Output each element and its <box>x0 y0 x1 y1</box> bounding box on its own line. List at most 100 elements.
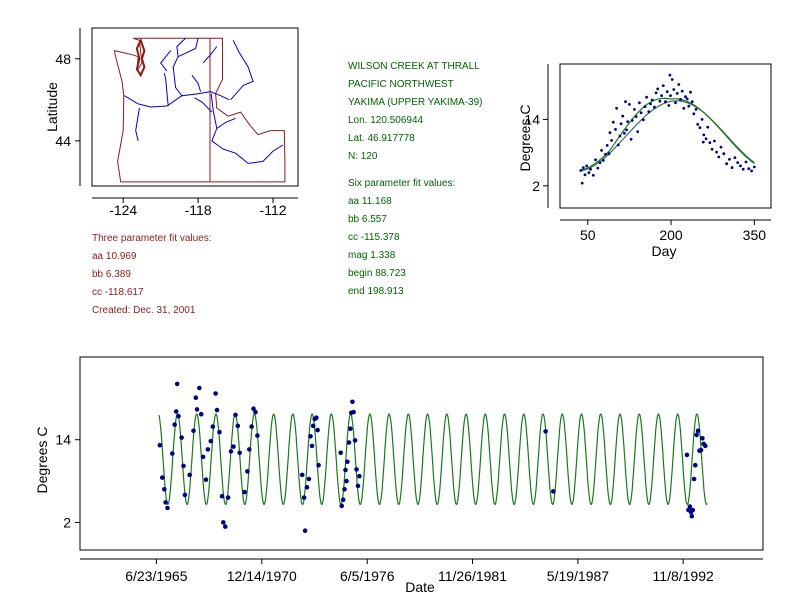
six-param-cc: cc -115.378 <box>348 232 400 243</box>
location-map: -124 -118 -112 48 44 Latitude <box>44 27 299 218</box>
ts-point <box>237 450 242 456</box>
doy-point <box>641 118 645 122</box>
ts-point <box>344 478 349 484</box>
ts-point <box>213 391 218 396</box>
doy-point <box>750 169 753 173</box>
ts-axes: 6/23/1965 12/14/1970 6/5/1976 11/26/1981 5/1… <box>55 357 763 584</box>
doy-point <box>654 91 658 95</box>
ts-point <box>304 485 310 490</box>
ts-point <box>346 440 352 445</box>
doy-point <box>672 88 676 91</box>
doy-point <box>747 167 751 171</box>
doy-point <box>733 156 737 160</box>
doy-point <box>626 120 630 123</box>
ts-point <box>170 451 175 456</box>
doy-point <box>679 98 682 101</box>
map-x-tick-label: -112 <box>260 202 287 218</box>
ts-x-tick-label: 6/5/1976 <box>340 568 395 584</box>
doy-point <box>585 164 589 168</box>
doy-point <box>611 120 615 124</box>
ts-point <box>694 432 699 438</box>
doy-point <box>692 112 696 116</box>
doy-point <box>684 95 687 99</box>
doy-point <box>656 87 660 91</box>
ts-point <box>693 462 698 468</box>
ts-y-tick-label: 2 <box>63 514 71 530</box>
ts-point <box>308 434 313 439</box>
pacific-northwest-map <box>113 37 286 183</box>
ts-point <box>698 447 704 453</box>
ts-point <box>174 381 180 387</box>
ts-point <box>316 462 321 468</box>
doy-point <box>741 167 745 171</box>
ts-point <box>235 423 241 429</box>
river-9 <box>230 40 254 101</box>
doy-point <box>591 173 595 177</box>
ts-y-tick-label: 14 <box>55 432 71 448</box>
river-8 <box>160 50 172 72</box>
doy-point <box>598 161 602 165</box>
ts-point <box>315 427 320 433</box>
ts-point <box>343 467 348 473</box>
ts-point <box>176 414 181 419</box>
ts-point <box>338 450 344 456</box>
ts-point <box>301 495 307 500</box>
doy-point <box>739 164 742 168</box>
ts-point <box>253 409 258 415</box>
doy-point <box>647 110 651 113</box>
doy-y-tick-label: 14 <box>524 111 540 127</box>
doy-point <box>580 181 584 185</box>
doy-point <box>661 84 665 87</box>
river-2 <box>210 93 284 164</box>
doy-point <box>689 90 692 94</box>
ts-point <box>181 463 186 469</box>
station-lon: Lon. 120.506944 <box>348 115 424 126</box>
ts-point <box>351 409 356 415</box>
river-network <box>124 37 284 164</box>
ts-point <box>687 504 693 509</box>
doy-point <box>658 99 662 103</box>
doy-point <box>601 159 605 162</box>
doy-axes: 50 200 350 2 14 <box>524 64 771 243</box>
ts-point <box>309 443 315 449</box>
doy-point <box>628 103 631 106</box>
ts-marks <box>157 381 708 533</box>
ts-point <box>350 399 355 405</box>
doy-x-tick-label: 50 <box>580 227 596 243</box>
doy-point <box>618 134 622 138</box>
ts-point <box>245 469 250 474</box>
map-x-tick-label: -118 <box>185 202 212 218</box>
ts-point <box>306 476 312 482</box>
doy-marks <box>579 73 756 185</box>
doy-point <box>736 161 740 165</box>
doy-point <box>674 101 677 105</box>
ts-point <box>225 495 231 500</box>
doy-point <box>604 152 607 156</box>
doy-point <box>667 104 671 107</box>
doy-xlabel: Day <box>652 243 677 259</box>
ts-point <box>695 428 701 434</box>
station-region: PACIFIC NORTHWEST <box>348 79 454 90</box>
doy-point <box>702 133 706 137</box>
ts-point <box>314 415 319 421</box>
map-frame <box>91 27 299 187</box>
ts-point <box>357 473 362 479</box>
ts-point <box>348 426 353 432</box>
doy-point <box>715 150 718 154</box>
six-param-fit-line <box>579 97 755 172</box>
doy-x-tick-label: 200 <box>659 227 683 243</box>
doy-point <box>701 140 705 144</box>
doy-point <box>677 83 681 86</box>
doy-point <box>680 89 684 93</box>
ts-point <box>342 487 347 492</box>
ts-x-tick-label: 12/14/1970 <box>227 568 297 584</box>
ts-point <box>302 528 308 533</box>
doy-point <box>719 145 723 149</box>
doy-point <box>665 90 669 94</box>
ts-point <box>217 429 222 435</box>
doy-point <box>690 100 694 104</box>
doy-point <box>643 105 647 108</box>
doy-point <box>669 94 672 97</box>
river-0 <box>124 38 199 108</box>
ts-point <box>690 507 696 513</box>
